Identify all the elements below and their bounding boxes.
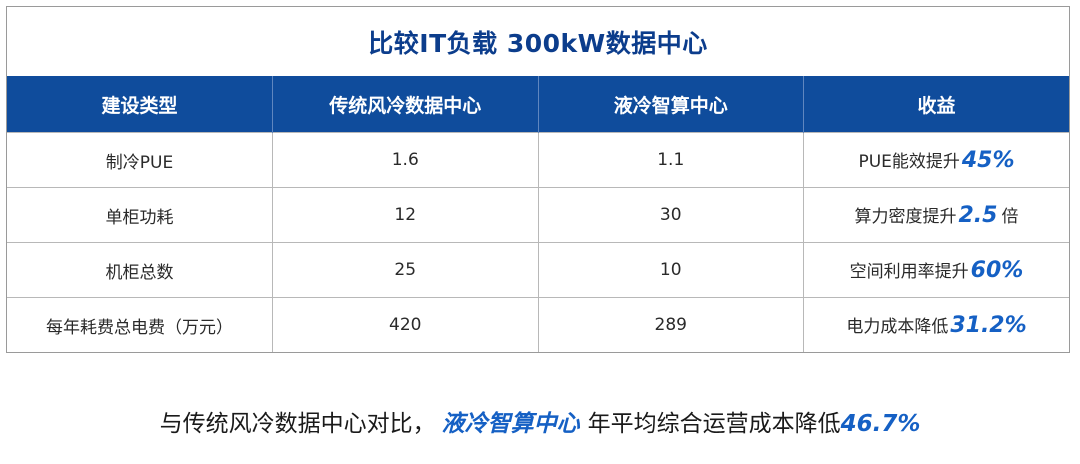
cell-type: 制冷PUE [7,132,273,188]
cell-type: 机柜总数 [7,242,273,298]
cell-air-cooled: 12 [272,187,539,243]
benefit-value: 31.2% [950,313,1027,338]
cell-type: 单柜功耗 [7,187,273,243]
table-row: 制冷PUE 1.6 1.1 PUE能效提升45% [7,132,1069,188]
benefit-value: 45% [961,148,1015,173]
table-row: 单柜功耗 12 30 算力密度提升2.5 倍 [7,187,1069,243]
table-row: 机柜总数 25 10 空间利用率提升60% [7,242,1069,298]
column-header-benefit: 收益 [803,76,1069,133]
conclusion-highlight: 液冷智算中心 [441,411,580,437]
cell-benefit: 电力成本降低31.2% [803,297,1069,352]
cell-air-cooled: 25 [272,242,539,298]
page-title: 比较IT负载 300kW数据中心 [368,28,708,58]
benefit-suffix: 倍 [1001,207,1019,227]
cell-liquid-cooled: 289 [538,297,804,352]
column-header-air-cooled: 传统风冷数据中心 [272,76,539,133]
benefit-value: 2.5 [958,203,998,228]
cell-benefit: PUE能效提升45% [803,132,1069,188]
conclusion-statement: 与传统风冷数据中心对比， 液冷智算中心 年平均综合运营成本降低46.7% [0,404,1080,438]
benefit-label: 电力成本降低 [846,317,949,337]
cell-benefit: 空间利用率提升60% [803,242,1069,298]
title-bar: 比较IT负载 300kW数据中心 [7,7,1069,76]
cell-air-cooled: 420 [272,297,539,352]
benefit-label: PUE能效提升 [858,152,960,172]
conclusion-middle: 年平均综合运营成本降低 [587,411,841,437]
conclusion-prefix: 与传统风冷数据中心对比， [159,411,436,437]
cell-liquid-cooled: 10 [538,242,804,298]
table-row: 每年耗费总电费（万元） 420 289 电力成本降低31.2% [7,297,1069,352]
column-header-liquid-cooled: 液冷智算中心 [538,76,804,133]
benefit-label: 算力密度提升 [854,207,957,227]
conclusion-value: 46.7% [840,411,921,437]
column-header-type: 建设类型 [7,76,273,133]
comparison-table: 建设类型 传统风冷数据中心 液冷智算中心 收益 制冷PUE 1.6 1.1 PU… [7,76,1069,352]
benefit-value: 60% [970,258,1024,283]
benefit-label: 空间利用率提升 [849,262,969,282]
cell-liquid-cooled: 1.1 [538,132,804,188]
cell-benefit: 算力密度提升2.5 倍 [803,187,1069,243]
table-header-row: 建设类型 传统风冷数据中心 液冷智算中心 收益 [7,76,1069,133]
comparison-panel: 比较IT负载 300kW数据中心 建设类型 传统风冷数据中心 液冷智算中心 收益… [6,6,1070,353]
cell-type: 每年耗费总电费（万元） [7,297,273,352]
cell-air-cooled: 1.6 [272,132,539,188]
cell-liquid-cooled: 30 [538,187,804,243]
